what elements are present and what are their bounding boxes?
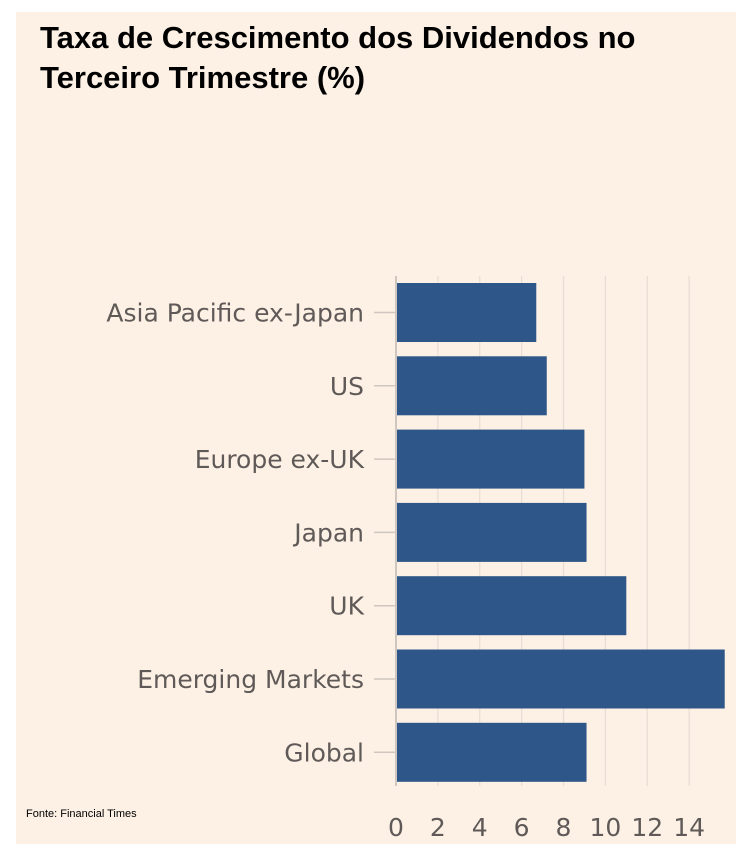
source-note: Fonte: Financial Times <box>26 808 137 820</box>
x-tick-label: 14 <box>673 813 705 842</box>
x-tick-label: 6 <box>514 813 530 842</box>
bar-global <box>396 722 587 782</box>
category-label: Global <box>284 738 364 767</box>
x-tick-label: 12 <box>631 813 663 842</box>
bar-uk <box>396 576 627 636</box>
bars <box>396 283 725 782</box>
x-tick-label: 4 <box>472 813 488 842</box>
labels: Asia Pacific ex-Japan US Europe ex-UK Japan… <box>106 299 705 843</box>
category-label: Emerging Markets <box>137 665 364 694</box>
bar-europe-ex-uk <box>396 429 585 489</box>
x-tick-label: 2 <box>430 813 446 842</box>
category-label: Europe ex-UK <box>195 445 365 474</box>
x-tick-label: 0 <box>388 813 404 842</box>
category-label: UK <box>329 592 364 621</box>
x-tick-label: 10 <box>589 813 621 842</box>
x-tick-label: 8 <box>556 813 572 842</box>
bar-japan <box>396 502 587 562</box>
axes <box>374 276 397 786</box>
chart-title: Taxa de Crescimento dos Dividendos no Te… <box>40 20 636 95</box>
bar-us <box>396 356 547 416</box>
category-label: US <box>330 372 364 401</box>
category-label: Asia Pacific ex-Japan <box>106 299 364 328</box>
category-label: Japan <box>292 518 364 547</box>
bar-emerging-markets <box>396 649 725 709</box>
bar-asia-pacific-ex-japan <box>396 283 537 342</box>
